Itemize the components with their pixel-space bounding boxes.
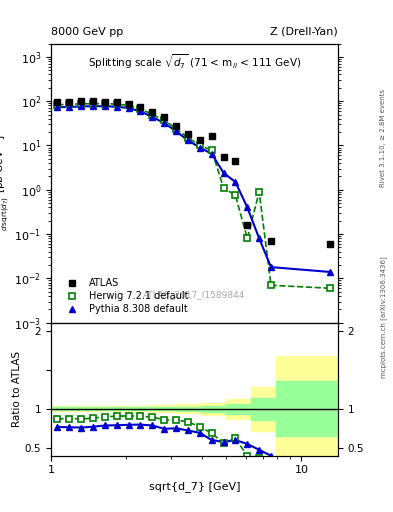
Pythia 8.308 default (174, 128, 178, 134)
Herwig 7.2.1 default (269, 282, 274, 288)
Herwig 7.2.1 default (209, 147, 214, 153)
Herwig 7.2.1 default (67, 101, 72, 108)
ATLAS (55, 99, 60, 105)
ATLAS (198, 137, 202, 143)
Herwig 7.2.1 default (174, 125, 178, 132)
Text: Z (Drell-Yan): Z (Drell-Yan) (270, 27, 338, 36)
Line: Pythia 8.308 default: Pythia 8.308 default (54, 103, 333, 275)
Pythia 8.308 default (126, 105, 131, 111)
Pythia 8.308 default (103, 103, 107, 109)
ATLAS (221, 154, 226, 160)
Herwig 7.2.1 default (221, 185, 226, 191)
Pythia 8.308 default (55, 104, 60, 110)
Y-axis label: Ratio to ATLAS: Ratio to ATLAS (12, 351, 22, 428)
Line: Herwig 7.2.1 default: Herwig 7.2.1 default (55, 101, 333, 291)
ATLAS (150, 109, 155, 115)
Herwig 7.2.1 default (257, 189, 261, 195)
Pythia 8.308 default (162, 120, 167, 126)
Herwig 7.2.1 default (185, 135, 190, 141)
Pythia 8.308 default (198, 144, 202, 151)
Herwig 7.2.1 default (245, 236, 250, 242)
ATLAS (162, 114, 167, 120)
Pythia 8.308 default (221, 170, 226, 176)
ATLAS (233, 158, 238, 164)
ATLAS (126, 100, 131, 106)
Y-axis label: $\frac{d\sigma}{d\,\mathrm{sqrt}(d_7)}$ [pb GeV$^{-1}$]: $\frac{d\sigma}{d\,\mathrm{sqrt}(d_7)}$ … (0, 135, 11, 231)
Pythia 8.308 default (185, 137, 190, 143)
Pythia 8.308 default (79, 103, 84, 110)
Text: Splitting scale $\sqrt{d_7}$ (71 < m$_{ll}$ < 111 GeV): Splitting scale $\sqrt{d_7}$ (71 < m$_{l… (88, 52, 301, 71)
Herwig 7.2.1 default (114, 101, 119, 107)
Line: ATLAS: ATLAS (54, 98, 333, 247)
Herwig 7.2.1 default (55, 102, 60, 108)
Herwig 7.2.1 default (138, 106, 143, 112)
Herwig 7.2.1 default (150, 112, 155, 118)
Pythia 8.308 default (269, 264, 274, 270)
Herwig 7.2.1 default (162, 117, 167, 123)
Pythia 8.308 default (67, 104, 72, 110)
ATLAS (79, 98, 84, 104)
Herwig 7.2.1 default (91, 100, 95, 106)
Text: ATLAS_2017_I1589844: ATLAS_2017_I1589844 (143, 290, 246, 300)
ATLAS (114, 99, 119, 105)
Pythia 8.308 default (150, 114, 155, 120)
Pythia 8.308 default (328, 269, 332, 275)
Pythia 8.308 default (245, 204, 250, 210)
Pythia 8.308 default (233, 179, 238, 185)
Pythia 8.308 default (138, 108, 143, 114)
ATLAS (103, 98, 107, 104)
Herwig 7.2.1 default (328, 285, 332, 291)
Herwig 7.2.1 default (233, 193, 238, 199)
Text: mcplots.cern.ch [arXiv:1306.3436]: mcplots.cern.ch [arXiv:1306.3436] (380, 257, 387, 378)
Herwig 7.2.1 default (198, 142, 202, 148)
ATLAS (328, 241, 332, 247)
Pythia 8.308 default (257, 236, 261, 242)
Pythia 8.308 default (209, 151, 214, 157)
ATLAS (91, 98, 95, 104)
Herwig 7.2.1 default (126, 102, 131, 109)
ATLAS (269, 238, 274, 244)
ATLAS (138, 104, 143, 110)
ATLAS (174, 122, 178, 129)
ATLAS (209, 133, 214, 139)
Pythia 8.308 default (114, 103, 119, 110)
ATLAS (245, 222, 250, 228)
Herwig 7.2.1 default (79, 101, 84, 107)
Herwig 7.2.1 default (103, 100, 107, 106)
ATLAS (67, 99, 72, 105)
Text: Rivet 3.1.10, ≥ 2.8M events: Rivet 3.1.10, ≥ 2.8M events (380, 89, 386, 187)
X-axis label: sqrt{d_7} [GeV]: sqrt{d_7} [GeV] (149, 481, 240, 492)
Legend: ATLAS, Herwig 7.2.1 default, Pythia 8.308 default: ATLAS, Herwig 7.2.1 default, Pythia 8.30… (56, 274, 193, 318)
Text: 8000 GeV pp: 8000 GeV pp (51, 27, 123, 36)
Pythia 8.308 default (91, 103, 95, 109)
ATLAS (185, 131, 190, 137)
